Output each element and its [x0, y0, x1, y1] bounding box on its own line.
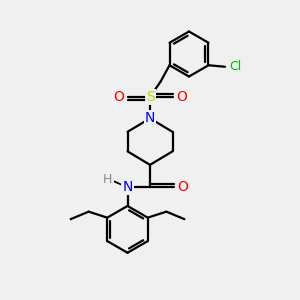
Text: N: N	[145, 111, 155, 125]
Text: N: N	[122, 180, 133, 194]
Text: Cl: Cl	[229, 60, 241, 73]
Text: H: H	[103, 173, 112, 186]
Text: O: O	[113, 90, 124, 104]
Text: S: S	[146, 90, 154, 104]
Text: O: O	[178, 180, 188, 194]
Text: O: O	[176, 90, 187, 104]
